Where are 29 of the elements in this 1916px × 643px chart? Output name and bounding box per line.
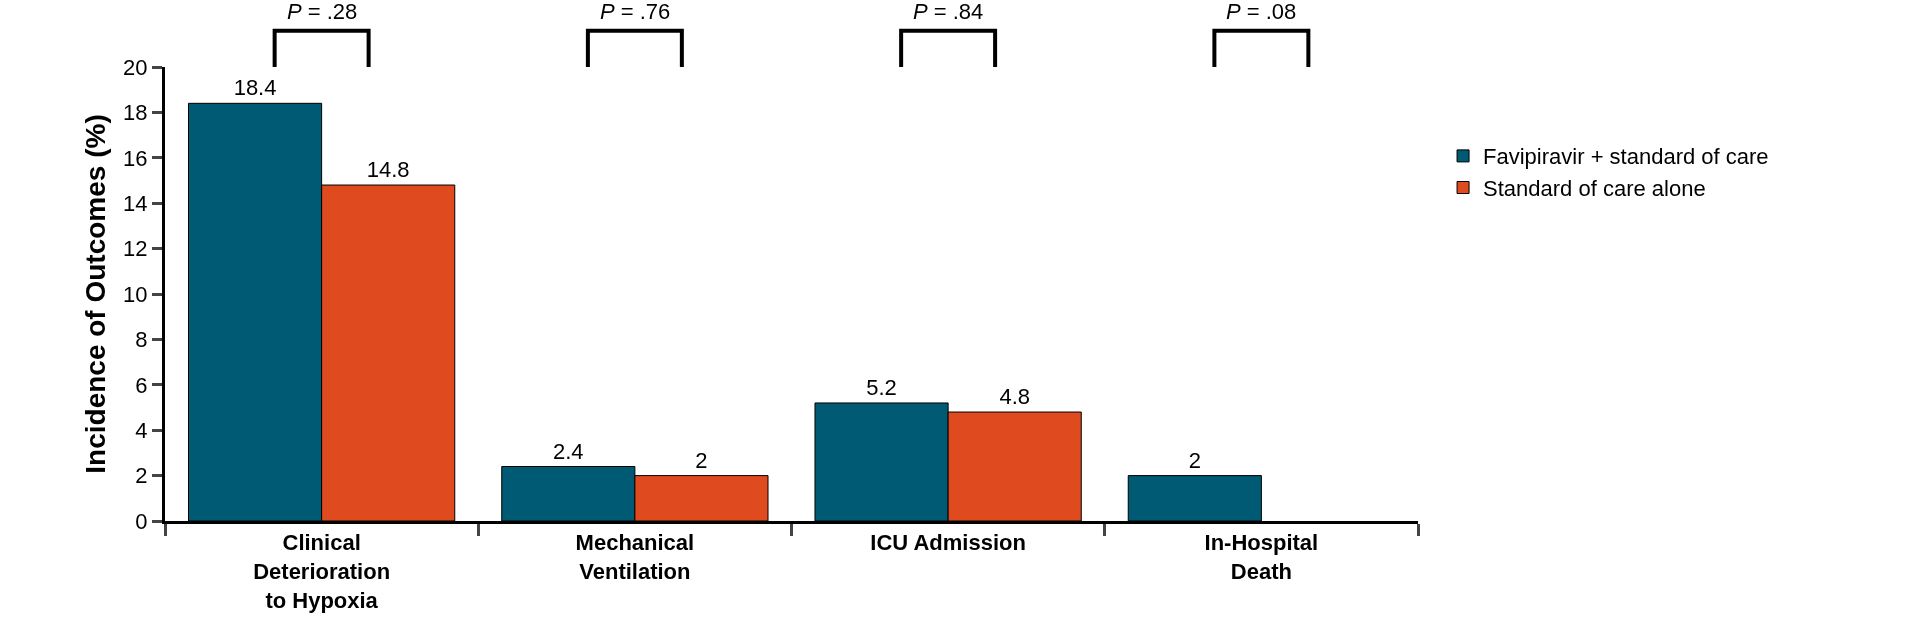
data-label: 2.4 [553,438,584,464]
y-tick-label: 8 [135,327,148,353]
x-tick-label: In-Hospital Death [1204,530,1319,584]
y-tick-label: 12 [123,236,148,262]
y-tick-label: 18 [123,100,148,126]
y-tick-label: 0 [135,508,148,534]
text: P = .08 [1226,0,1297,24]
data-label: 2 [1188,447,1201,473]
data-label: 14.8 [366,157,410,183]
legend-label: Favipiravir + standard of care [1483,144,1769,170]
text: P = .76 [600,0,671,24]
y-tick-label: 20 [123,54,148,80]
y-tick-label: 10 [123,281,148,307]
legend-label: Standard of care alone [1483,176,1706,202]
y-tick-label: 14 [123,190,148,216]
data-label: 2 [695,447,708,473]
x-tick-label: Mechanical Ventilation [575,530,695,584]
text: P = .28 [287,0,358,24]
y-tick-label: 6 [135,372,148,398]
y-tick-label: 16 [123,145,148,171]
y-tick-label: 2 [135,463,148,489]
y-axis-title: Incidence of Outcomes (%) [79,114,111,474]
data-label: 5.2 [866,374,897,400]
x-tick-label: ICU Admission [870,530,1026,556]
text: P = .84 [913,0,984,24]
data-label: 4.8 [999,384,1030,410]
x-tick-label: Clinical Deterioration to Hypoxia [253,530,391,613]
y-tick-label: 4 [135,417,148,443]
data-label: 18.4 [233,75,277,101]
